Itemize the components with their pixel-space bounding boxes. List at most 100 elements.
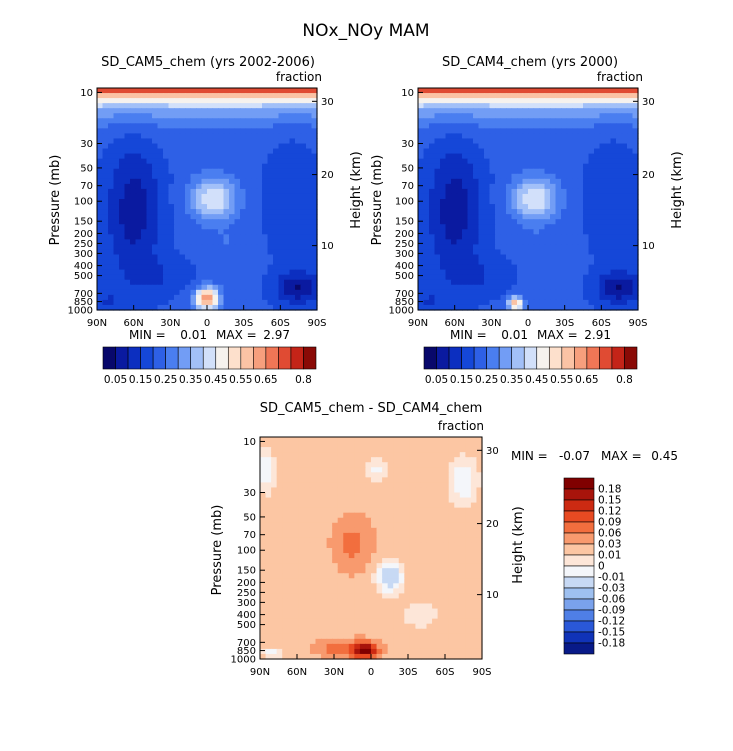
contour-cell <box>168 244 175 251</box>
contour-cell <box>102 168 109 175</box>
y-axis-label: Pressure (mb) <box>48 155 63 246</box>
contour-cell <box>256 219 263 225</box>
contour-cell <box>287 527 294 534</box>
contour-cell <box>108 214 115 220</box>
contour-cell <box>528 148 535 155</box>
contour-cell <box>124 133 131 140</box>
contour-cell <box>454 497 461 504</box>
contour-cell <box>190 173 197 180</box>
contour-cell <box>130 188 137 195</box>
contour-cell <box>415 437 422 443</box>
contour-cell <box>298 497 305 504</box>
contour-cell <box>108 158 115 165</box>
contour-cell <box>610 224 617 230</box>
contour-cell <box>506 279 513 286</box>
contour-cell <box>163 234 170 240</box>
contour-cell <box>332 502 339 509</box>
contour-cell <box>146 204 153 210</box>
contour-cell <box>124 299 131 306</box>
contour-cell <box>387 522 394 529</box>
contour-cell <box>130 128 137 135</box>
contour-cell <box>260 497 267 504</box>
contour-cell <box>376 573 383 579</box>
contour-cell <box>432 477 439 484</box>
contour-cell <box>321 492 328 499</box>
contour-cell <box>284 214 291 220</box>
contour-cell <box>456 193 463 200</box>
contour-cell <box>409 542 416 549</box>
contour-cell <box>528 178 535 185</box>
contour-cell <box>445 299 452 306</box>
contour-cell <box>506 254 513 261</box>
contour-cell <box>102 229 109 235</box>
contour-cell <box>627 274 634 281</box>
contour-cell <box>229 234 236 240</box>
contour-cell <box>287 502 294 509</box>
contour-cell <box>179 163 186 170</box>
contour-cell <box>113 173 120 180</box>
contour-cell <box>321 563 328 569</box>
contour-cell <box>511 294 518 301</box>
contour-cell <box>262 93 269 99</box>
contour-cell <box>489 239 496 246</box>
contour-cell <box>282 502 289 509</box>
contour-cell <box>190 133 197 140</box>
contour-cell <box>185 304 192 311</box>
contour-cell <box>583 289 590 296</box>
contour-cell <box>260 522 267 529</box>
contour-cell <box>265 487 272 494</box>
contour-cell <box>146 219 153 225</box>
contour-cell <box>588 193 595 200</box>
contour-cell <box>260 532 267 539</box>
contour-cell <box>251 123 258 129</box>
contour-cell <box>141 93 148 99</box>
contour-cell <box>168 304 175 311</box>
contour-cell <box>627 259 634 266</box>
contour-cell <box>420 548 428 554</box>
contour-cell <box>539 259 546 266</box>
contour-cell <box>423 163 430 170</box>
contour-cell <box>451 244 458 251</box>
contour-cell <box>517 304 524 311</box>
contour-cell <box>282 573 289 579</box>
contour-cell <box>555 103 562 109</box>
contour-cell <box>478 88 485 94</box>
contour-cell <box>594 244 601 251</box>
contour-cell <box>462 224 469 230</box>
contour-cell <box>382 472 389 478</box>
contour-cell <box>293 487 300 494</box>
contour-cell <box>566 123 573 129</box>
contour-cell <box>418 284 425 291</box>
contour-cell <box>179 204 186 210</box>
contour-cell <box>234 209 241 215</box>
contour-cell <box>500 259 507 266</box>
contour-cell <box>506 249 513 256</box>
contour-cell <box>418 173 425 180</box>
contour-cell <box>506 128 513 135</box>
contour-cell <box>212 173 219 180</box>
y-tick-label: 10 <box>80 88 93 99</box>
contour-cell <box>185 294 192 301</box>
contour-cell <box>97 284 104 291</box>
contour-cell <box>443 462 450 468</box>
contour-cell <box>382 522 389 529</box>
contour-cell <box>605 299 612 306</box>
contour-cell <box>594 188 601 195</box>
contour-cell <box>605 279 612 286</box>
contour-cell <box>489 289 496 296</box>
contour-cell <box>478 123 485 129</box>
contour-cell <box>544 148 551 155</box>
contour-cell <box>119 259 126 266</box>
contour-cell <box>467 249 474 256</box>
contour-cell <box>443 548 450 554</box>
contour-cell <box>295 289 302 296</box>
contour-cell <box>577 138 584 145</box>
contour-cell <box>256 264 263 271</box>
contour-cell <box>365 593 372 600</box>
contour-cell <box>287 452 294 458</box>
contour-cell <box>632 259 639 266</box>
contour-cell <box>610 274 617 281</box>
contour-cell <box>522 199 529 205</box>
contour-cell <box>262 98 269 104</box>
contour-cell <box>448 517 455 524</box>
